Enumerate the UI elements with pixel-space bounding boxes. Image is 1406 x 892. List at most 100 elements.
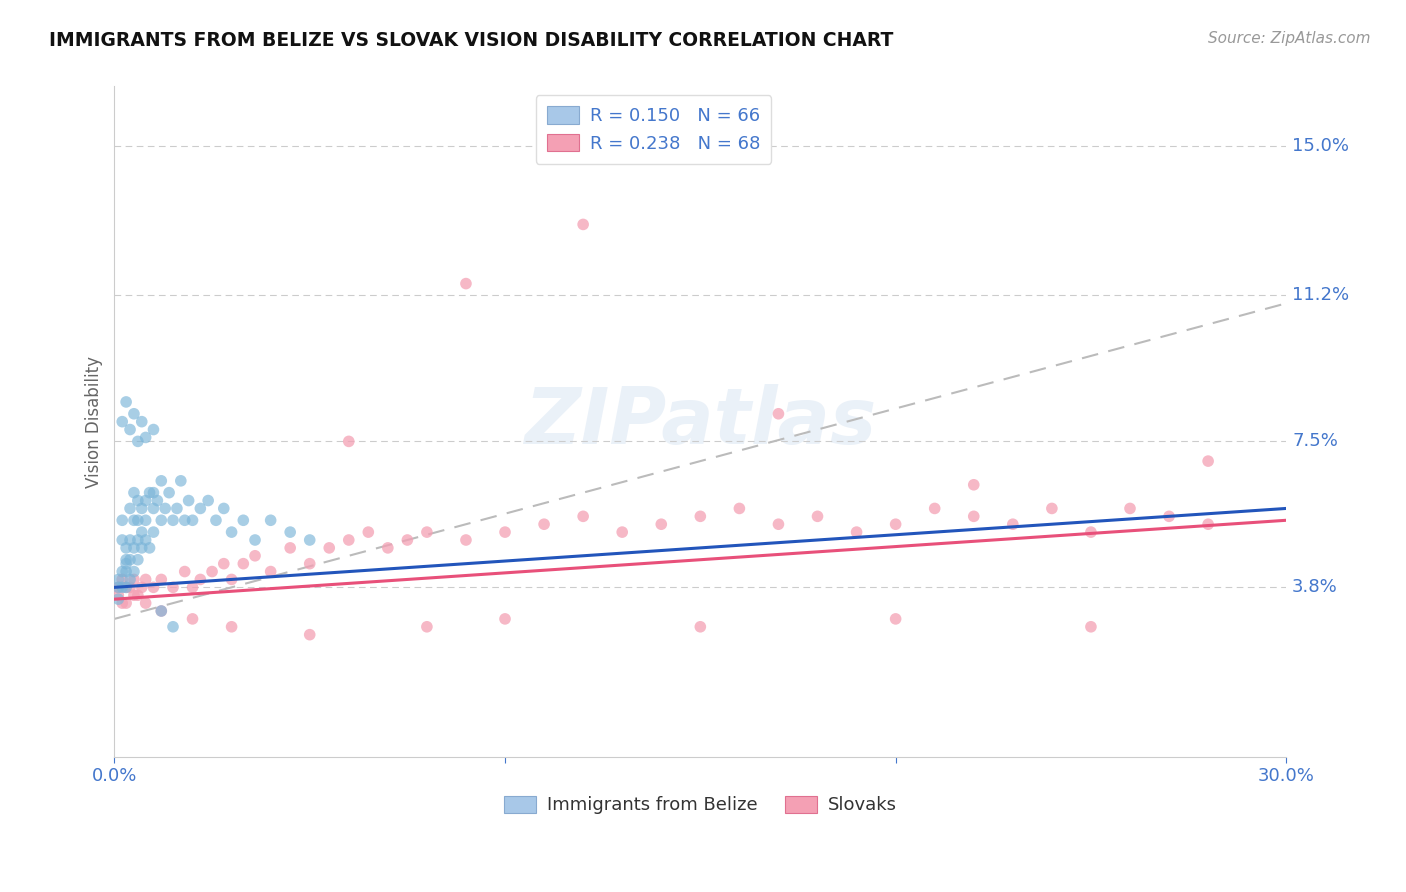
Point [1197, 517, 1219, 532]
Point [260, 513, 283, 527]
Point [107, 580, 129, 594]
Point [135, 493, 157, 508]
Point [122, 407, 145, 421]
Point [650, 517, 672, 532]
Point [138, 541, 160, 555]
Point [135, 596, 157, 610]
Point [111, 565, 134, 579]
Point [131, 415, 153, 429]
Point [107, 580, 129, 594]
Point [142, 580, 165, 594]
Point [494, 612, 516, 626]
Point [298, 533, 321, 547]
Point [768, 407, 790, 421]
Point [131, 580, 153, 594]
Point [138, 485, 160, 500]
Point [115, 580, 138, 594]
Point [963, 477, 986, 491]
Point [166, 501, 188, 516]
Point [127, 588, 149, 602]
Point [454, 277, 477, 291]
Point [111, 513, 134, 527]
Point [337, 533, 360, 547]
Point [205, 513, 228, 527]
Point [1197, 454, 1219, 468]
Point [142, 423, 165, 437]
Point [221, 573, 243, 587]
Point [260, 565, 283, 579]
Point [115, 395, 138, 409]
Point [118, 533, 141, 547]
Point [122, 573, 145, 587]
Point [188, 573, 211, 587]
Point [162, 580, 184, 594]
Text: 11.2%: 11.2% [1292, 286, 1350, 304]
Point [150, 513, 173, 527]
Text: 15.0%: 15.0% [1292, 136, 1350, 154]
Point [232, 513, 254, 527]
Point [232, 557, 254, 571]
Point [221, 620, 243, 634]
Point [1080, 620, 1102, 634]
Point [221, 525, 243, 540]
Point [150, 573, 173, 587]
Point [806, 509, 828, 524]
Point [142, 525, 165, 540]
Point [118, 501, 141, 516]
Point [357, 525, 380, 540]
Point [494, 525, 516, 540]
Point [127, 513, 149, 527]
Point [127, 552, 149, 566]
Text: ZIPatlas: ZIPatlas [524, 384, 876, 459]
Point [318, 541, 340, 555]
Point [181, 612, 204, 626]
Point [572, 509, 595, 524]
Point [162, 620, 184, 634]
Point [454, 533, 477, 547]
Point [416, 525, 439, 540]
Point [111, 580, 134, 594]
Point [150, 474, 173, 488]
Point [122, 513, 145, 527]
Point [612, 525, 634, 540]
Point [111, 533, 134, 547]
Point [177, 493, 200, 508]
Point [1040, 501, 1063, 516]
Point [122, 485, 145, 500]
Point [115, 552, 138, 566]
Point [1119, 501, 1142, 516]
Point [188, 501, 211, 516]
Point [150, 604, 173, 618]
Point [118, 423, 141, 437]
Point [153, 501, 176, 516]
Point [173, 565, 195, 579]
Point [122, 588, 145, 602]
Point [115, 565, 138, 579]
Point [1001, 517, 1024, 532]
Point [768, 517, 790, 532]
Point [212, 501, 235, 516]
Legend: Immigrants from Belize, Slovaks: Immigrants from Belize, Slovaks [496, 789, 904, 822]
Text: 3.8%: 3.8% [1292, 578, 1339, 597]
Point [884, 612, 907, 626]
Point [278, 541, 301, 555]
Point [150, 604, 173, 618]
Point [963, 509, 986, 524]
Point [115, 580, 138, 594]
Point [127, 493, 149, 508]
Text: IMMIGRANTS FROM BELIZE VS SLOVAK VISION DISABILITY CORRELATION CHART: IMMIGRANTS FROM BELIZE VS SLOVAK VISION … [49, 31, 894, 50]
Point [845, 525, 868, 540]
Point [298, 628, 321, 642]
Point [118, 552, 141, 566]
Point [115, 557, 138, 571]
Point [884, 517, 907, 532]
Point [131, 541, 153, 555]
Point [173, 513, 195, 527]
Point [135, 430, 157, 444]
Point [337, 434, 360, 449]
Text: 7.5%: 7.5% [1292, 433, 1339, 450]
Point [111, 573, 134, 587]
Point [243, 533, 266, 547]
Point [122, 541, 145, 555]
Point [572, 218, 595, 232]
